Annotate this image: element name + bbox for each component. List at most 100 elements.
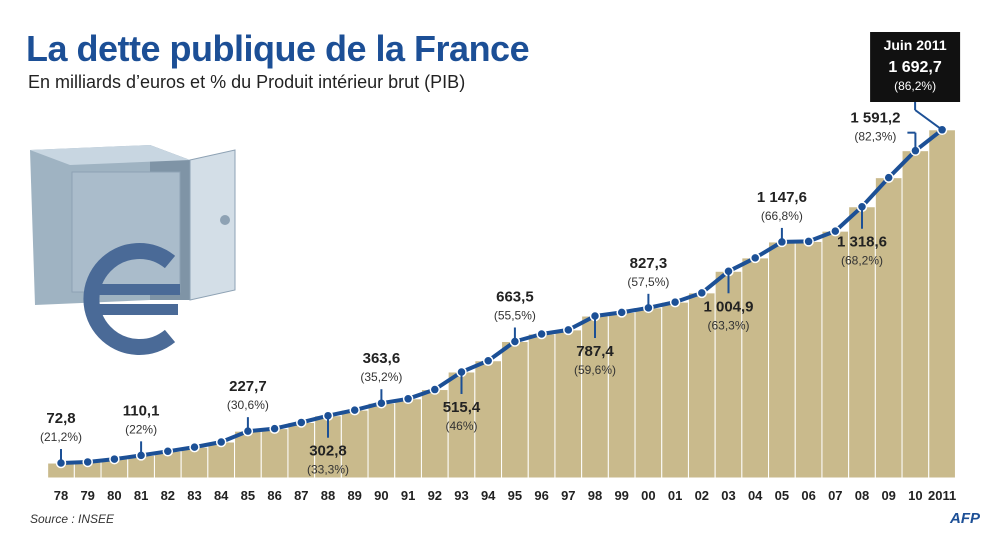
value-label: 1 004,9	[703, 298, 753, 315]
x-tick-label: 91	[401, 488, 415, 503]
data-point	[616, 307, 627, 318]
percent-label: (82,3%)	[854, 130, 896, 144]
x-tick-label: 09	[881, 488, 895, 503]
x-tick-label: 10	[908, 488, 922, 503]
highlight-percent: (86,2%)	[894, 79, 936, 93]
x-tick-label: 89	[347, 488, 361, 503]
percent-label: (57,5%)	[627, 275, 669, 289]
x-tick-label: 99	[614, 488, 628, 503]
x-tick-label: 82	[161, 488, 175, 503]
x-tick-label: 07	[828, 488, 842, 503]
data-point	[402, 393, 414, 405]
percent-label: (55,5%)	[494, 309, 536, 323]
x-tick-label: 78	[54, 488, 68, 503]
x-tick-label: 85	[241, 488, 255, 503]
x-tick-label: 86	[267, 488, 281, 503]
bar	[394, 398, 422, 479]
data-point	[536, 328, 547, 340]
value-label: 515,4	[443, 399, 481, 416]
bar	[901, 150, 930, 479]
x-tick-label: 84	[214, 488, 229, 503]
afp-logo: AFP	[950, 510, 980, 527]
chart-subtitle: En milliards d’euros et % du Produit int…	[28, 72, 466, 92]
data-point	[830, 225, 841, 237]
bar	[874, 177, 903, 479]
x-tick-label: 01	[668, 488, 682, 503]
bar	[607, 311, 636, 479]
percent-label: (30,6%)	[227, 398, 269, 412]
data-point	[696, 287, 708, 299]
x-tick-label: 95	[508, 488, 522, 503]
data-point	[669, 296, 681, 308]
percent-label: (21,2%)	[40, 430, 82, 444]
highlight-value: 1 692,7	[888, 59, 941, 76]
data-point	[269, 423, 280, 434]
bar	[581, 315, 609, 479]
x-tick-label: 97	[561, 488, 575, 503]
bar	[714, 270, 743, 479]
percent-label: (66,8%)	[761, 209, 803, 223]
bar	[794, 240, 823, 479]
value-label: 72,8	[46, 410, 75, 427]
percent-label: (33,3%)	[307, 463, 349, 477]
data-point	[883, 172, 894, 183]
value-label: 1 318,6	[837, 234, 887, 251]
bar	[367, 402, 396, 479]
bar	[527, 333, 556, 479]
bar	[501, 341, 529, 479]
x-tick-label: 04	[748, 488, 763, 503]
bar	[661, 301, 689, 479]
x-tick-label: 80	[107, 488, 121, 503]
value-label: 363,6	[363, 350, 401, 367]
x-tick-label: 02	[695, 488, 709, 503]
bar	[741, 257, 770, 479]
percent-label: (59,6%)	[574, 363, 616, 377]
value-label: 827,3	[630, 255, 668, 272]
x-tick-label: 83	[187, 488, 201, 503]
bar	[420, 389, 449, 479]
bar	[554, 329, 583, 479]
x-tick-label: 92	[428, 488, 442, 503]
bar	[928, 129, 956, 479]
data-point	[296, 417, 307, 428]
value-label: 1 147,6	[757, 189, 807, 206]
value-label: 787,4	[576, 343, 614, 360]
data-point	[803, 236, 814, 247]
data-point	[189, 441, 200, 453]
x-tick-label: 94	[481, 488, 496, 503]
percent-label: (68,2%)	[841, 254, 883, 268]
percent-label: (63,3%)	[707, 318, 749, 332]
bar	[340, 409, 369, 479]
x-tick-label: 98	[588, 488, 602, 503]
x-tick-label: 06	[801, 488, 815, 503]
x-tick-label: 08	[855, 488, 869, 503]
data-point	[429, 384, 441, 395]
highlight-box	[870, 32, 961, 102]
bar	[474, 360, 503, 479]
x-tick-label: 90	[374, 488, 388, 503]
source-note: Source : INSEE	[30, 512, 115, 526]
bar	[207, 441, 236, 479]
value-label: 1 591,2	[850, 110, 900, 127]
x-tick-label: 96	[534, 488, 548, 503]
x-tick-label: 05	[775, 488, 789, 503]
percent-label: (46%)	[445, 419, 477, 433]
safe-with-euro-icon	[30, 145, 236, 355]
data-point	[349, 404, 360, 416]
x-tick-label: 00	[641, 488, 655, 503]
x-tick-label: 79	[80, 488, 94, 503]
x-tick-label: 03	[721, 488, 735, 503]
data-point	[162, 446, 174, 457]
highlight-leader	[914, 109, 943, 131]
value-label: 663,5	[496, 289, 534, 306]
percent-label: (35,2%)	[360, 370, 402, 384]
value-label: 227,7	[229, 378, 267, 395]
x-tick-label: 81	[134, 488, 148, 503]
bar	[768, 241, 796, 479]
bar	[634, 307, 663, 479]
x-tick-label: 2011	[928, 488, 956, 503]
value-label: 110,1	[123, 402, 160, 419]
data-point	[82, 456, 93, 468]
value-label: 302,8	[309, 443, 347, 460]
